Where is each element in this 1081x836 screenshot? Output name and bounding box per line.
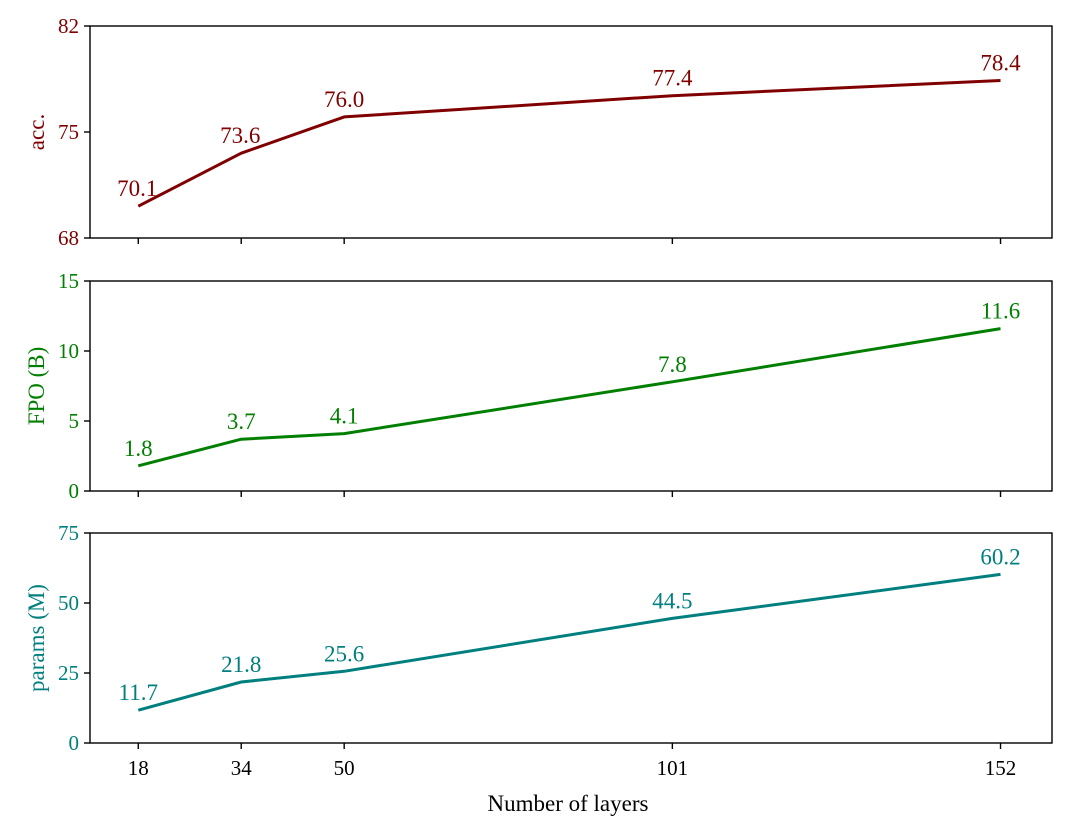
y-tick-label: 10	[58, 339, 79, 363]
y-tick-label: 75	[58, 521, 79, 545]
y-tick-label: 0	[69, 479, 80, 503]
data-label: 44.5	[652, 588, 692, 613]
data-label: 4.1	[330, 404, 359, 429]
y-tick-label: 75	[58, 120, 79, 144]
y-tick-label: 0	[69, 731, 80, 755]
data-label: 70.1	[117, 176, 157, 201]
data-label: 7.8	[658, 352, 687, 377]
y-tick-label: 68	[58, 226, 79, 250]
data-label: 21.8	[221, 652, 261, 677]
y-axis-title: FPO (B)	[24, 347, 49, 426]
y-tick-label: 82	[58, 14, 79, 38]
series-line	[137, 79, 1001, 208]
data-label: 1.8	[124, 436, 153, 461]
y-axis-title: acc.	[24, 114, 49, 150]
data-label: 3.7	[227, 409, 256, 434]
panel-3: 0 25 50 75 18 34 50 101 152 params (M) 11.7 21.8 25.…	[24, 521, 1053, 780]
plot-frame	[89, 280, 1053, 492]
data-label: 11.7	[119, 680, 158, 705]
data-label: 77.4	[652, 66, 693, 91]
x-tick-label: 152	[985, 756, 1017, 780]
chart-panels: 68 75 82 acc. 70.1 73.6 76.0 77.4 78.4 0 5 10 15 FPO …	[24, 14, 1053, 780]
data-label: 76.0	[324, 87, 364, 112]
y-axis-title: params (M)	[24, 584, 49, 692]
data-label: 78.4	[980, 51, 1021, 76]
x-tick-label: 101	[657, 756, 689, 780]
series-line	[137, 572, 1001, 712]
data-label: 25.6	[324, 641, 364, 666]
data-label: 60.2	[980, 544, 1020, 569]
x-tick-label: 50	[334, 756, 355, 780]
x-axis-title: Number of layers	[488, 791, 649, 816]
x-tick-label: 34	[231, 756, 253, 780]
panel-1: 68 75 82 acc. 70.1 73.6 76.0 77.4 78.4	[24, 14, 1053, 250]
x-tick-label: 18	[128, 756, 149, 780]
data-label: 11.6	[981, 299, 1020, 324]
y-tick-label: 25	[58, 661, 79, 685]
panel-2: 0 5 10 15 FPO (B) 1.8 3.7 4.1 7.8 11.6	[24, 269, 1053, 503]
series-line	[137, 327, 1001, 468]
y-tick-label: 50	[58, 591, 79, 615]
y-tick-label: 5	[69, 409, 80, 433]
y-tick-label: 15	[58, 269, 79, 293]
plot-frame	[89, 532, 1053, 744]
data-label: 73.6	[220, 123, 260, 148]
